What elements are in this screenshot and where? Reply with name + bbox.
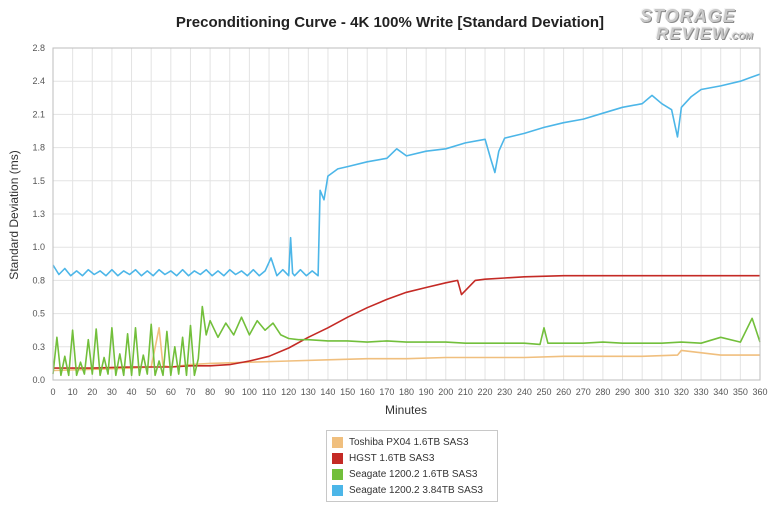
- x-tick-label: 290: [615, 387, 630, 397]
- y-tick-label: 1.5: [32, 176, 45, 186]
- x-tick-label: 80: [205, 387, 215, 397]
- legend-item: Seagate 1200.2 3.84TB SAS3: [332, 482, 492, 498]
- axes: 0 10 20 30 40 50 60 70 80 90 100 110 120 130 140 150 160…: [32, 43, 767, 397]
- x-tick-label: 110: [262, 387, 276, 397]
- x-tick-label: 320: [674, 387, 689, 397]
- legend-swatch: [332, 468, 343, 480]
- y-tick-label: 0.0: [32, 375, 45, 385]
- y-tick-label: 2.1: [32, 109, 45, 119]
- x-tick-label: 230: [497, 387, 512, 397]
- x-tick-label: 310: [654, 387, 669, 397]
- storage-review-logo: STORAGE REVIEW.COM: [640, 6, 753, 43]
- y-tick-label: 1.0: [32, 242, 45, 252]
- x-tick-label: 180: [399, 387, 414, 397]
- x-tick-label: 190: [419, 387, 434, 397]
- legend: Toshiba PX04 1.6TB SAS3 HGST 1.6TB SAS3 Se…: [326, 430, 498, 502]
- x-tick-label: 280: [595, 387, 610, 397]
- x-tick-label: 220: [478, 387, 493, 397]
- y-tick-label: 1.3: [32, 209, 45, 219]
- legend-item: HGST 1.6TB SAS3: [332, 450, 492, 466]
- legend-label: Seagate 1200.2 1.6TB SAS3: [349, 468, 478, 480]
- legend-item: Seagate 1200.2 1.6TB SAS3: [332, 466, 492, 482]
- plot-border: [52, 47, 761, 381]
- x-tick-label: 120: [281, 387, 296, 397]
- series-line-3: [52, 305, 761, 377]
- y-axis-label: Standard Deviation (ms): [7, 150, 21, 279]
- legend-swatch: [332, 484, 343, 496]
- y-tick-label: 0.5: [32, 309, 45, 319]
- x-tick-label: 330: [694, 387, 709, 397]
- x-tick-label: 140: [320, 387, 335, 397]
- x-tick-label: 350: [733, 387, 748, 397]
- x-tick-label: 360: [752, 387, 767, 397]
- x-tick-label: 60: [166, 387, 176, 397]
- x-tick-label: 250: [536, 387, 551, 397]
- y-tick-label: 2.8: [32, 43, 45, 53]
- x-tick-label: 340: [713, 387, 728, 397]
- x-tick-label: 200: [438, 387, 453, 397]
- x-tick-label: 100: [242, 387, 257, 397]
- series-line-1: [52, 326, 760, 372]
- x-tick-label: 160: [360, 387, 375, 397]
- x-tick-label: 0: [50, 387, 55, 397]
- x-axis-label: Minutes: [385, 403, 427, 417]
- x-tick-label: 20: [87, 387, 97, 397]
- x-tick-label: 50: [146, 387, 156, 397]
- x-tick-label: 70: [185, 387, 195, 397]
- y-tick-label: 0.8: [32, 275, 45, 285]
- x-tick-label: 10: [68, 387, 78, 397]
- y-tick-label: 2.4: [32, 76, 45, 86]
- x-tick-label: 210: [458, 387, 473, 397]
- x-tick-label: 30: [107, 387, 117, 397]
- legend-swatch: [332, 436, 343, 448]
- legend-label: Seagate 1200.2 3.84TB SAS3: [349, 484, 483, 496]
- x-tick-label: 130: [301, 387, 316, 397]
- y-tick-label: 1.8: [32, 143, 45, 153]
- x-tick-label: 40: [127, 387, 137, 397]
- legend-label: Toshiba PX04 1.6TB SAS3: [349, 436, 469, 448]
- x-tick-label: 240: [517, 387, 532, 397]
- series-line-2: [53, 274, 760, 369]
- x-tick-label: 90: [225, 387, 235, 397]
- legend-item: Toshiba PX04 1.6TB SAS3: [332, 434, 492, 450]
- legend-swatch: [332, 452, 343, 464]
- series-line-4: [52, 73, 761, 277]
- x-tick-label: 300: [635, 387, 650, 397]
- x-tick-label: 270: [576, 387, 591, 397]
- y-tick-label: 0.3: [32, 342, 45, 352]
- x-tick-label: 150: [340, 387, 355, 397]
- legend-label: HGST 1.6TB SAS3: [349, 452, 435, 464]
- x-tick-label: 170: [379, 387, 394, 397]
- x-tick-label: 260: [556, 387, 571, 397]
- series-lines: [52, 73, 761, 377]
- chart-title: Preconditioning Curve - 4K 100% Write [S…: [175, 14, 605, 31]
